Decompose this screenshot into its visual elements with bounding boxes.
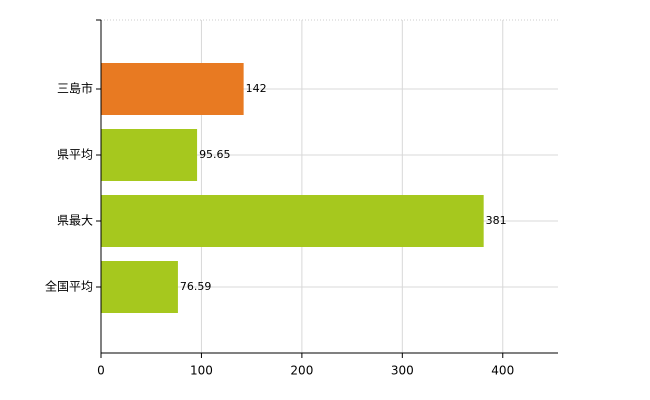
x-tick-label: 0 — [97, 364, 105, 378]
y-tick-label: 県最大 — [57, 214, 93, 228]
bar — [101, 195, 484, 247]
x-tick-label: 300 — [391, 364, 414, 378]
x-tick-label: 100 — [190, 364, 213, 378]
bar — [101, 261, 178, 313]
value-label: 381 — [486, 214, 507, 227]
value-label: 95.65 — [199, 148, 231, 161]
y-tick-label: 全国平均 — [45, 279, 93, 294]
y-tick-label: 三島市 — [57, 81, 93, 96]
bar — [101, 129, 198, 181]
value-label: 142 — [246, 82, 267, 95]
bar — [101, 63, 244, 115]
value-label: 76.59 — [180, 280, 212, 293]
x-tick-label: 400 — [491, 364, 514, 378]
y-tick-label: 県平均 — [57, 148, 93, 162]
x-tick-label: 200 — [290, 364, 313, 378]
